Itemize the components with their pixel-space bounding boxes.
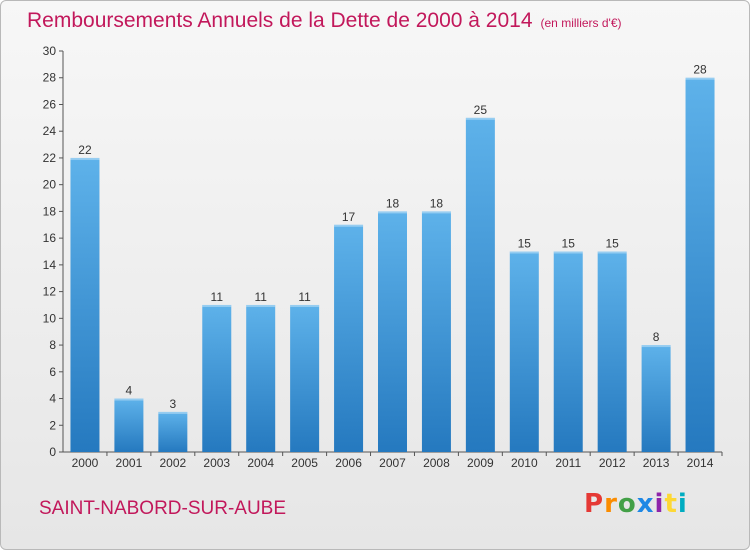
- proxiti-logo: Proxiti: [584, 489, 688, 519]
- bar-2006: [334, 224, 364, 452]
- data-label-2014: 28: [693, 63, 707, 77]
- x-tick-label-2014: 2014: [687, 456, 714, 470]
- y-tick-label: 10: [43, 311, 57, 325]
- bar-2003: [202, 304, 232, 452]
- bar-2014: [685, 77, 715, 452]
- logo-letter: o: [617, 489, 637, 519]
- y-tick-label: 22: [43, 151, 57, 165]
- bar-2011: [553, 251, 583, 452]
- bar-highlight-2012: [597, 251, 627, 254]
- data-label-2009: 25: [474, 103, 488, 117]
- x-tick-label-2005: 2005: [291, 456, 318, 470]
- y-tick-label: 0: [49, 445, 56, 459]
- bar-highlight-2006: [334, 224, 364, 227]
- data-label-2005: 11: [298, 290, 311, 304]
- data-label-2007: 18: [386, 196, 400, 210]
- chart-title-text: Remboursements Annuels de la Dette de 20…: [27, 9, 533, 32]
- data-label-2006: 17: [342, 210, 356, 224]
- y-tick-label: 2: [49, 418, 56, 432]
- bar-2007: [378, 211, 407, 452]
- y-tick-label: 12: [43, 285, 57, 299]
- bar-2005: [290, 304, 320, 452]
- data-label-2011: 15: [562, 237, 576, 251]
- bar-highlight-2009: [465, 117, 495, 120]
- bar-highlight-2003: [202, 304, 232, 307]
- bar-highlight-2004: [246, 304, 276, 307]
- bar-highlight-2007: [378, 211, 407, 214]
- bar-highlight-2000: [70, 157, 100, 160]
- y-tick-label: 28: [43, 71, 57, 85]
- y-tick-label: 24: [43, 124, 57, 138]
- chart-title: Remboursements Annuels de la Dette de 20…: [27, 9, 622, 33]
- y-tick-label: 14: [43, 258, 57, 272]
- y-tick-label: 6: [49, 365, 56, 379]
- x-tick-label-2004: 2004: [247, 456, 274, 470]
- x-tick-label-2012: 2012: [599, 456, 626, 470]
- bar-2008: [421, 211, 451, 452]
- x-tick-label-2008: 2008: [423, 456, 450, 470]
- bar-highlight-2014: [685, 77, 715, 80]
- bar-highlight-2008: [421, 211, 451, 214]
- bar-highlight-2011: [553, 251, 583, 254]
- x-tick-label-2007: 2007: [379, 456, 406, 470]
- x-tick-label-2011: 2011: [555, 456, 581, 470]
- bar-2004: [246, 304, 276, 452]
- bar-highlight-2013: [641, 345, 671, 348]
- data-label-2013: 8: [653, 330, 660, 344]
- data-label-2001: 4: [126, 384, 133, 398]
- bar-highlight-2001: [114, 398, 144, 401]
- bar-2001: [114, 398, 144, 452]
- x-tick-label-2002: 2002: [159, 456, 186, 470]
- x-tick-label-2006: 2006: [335, 456, 362, 470]
- y-tick-label: 18: [43, 204, 57, 218]
- data-label-2004: 11: [254, 290, 267, 304]
- bar-2012: [597, 251, 627, 452]
- commune-name: SAINT-NABORD-SUR-AUBE: [39, 498, 287, 519]
- y-tick-label: 8: [49, 338, 56, 352]
- y-tick-label: 16: [43, 231, 57, 245]
- logo-letter: i: [677, 489, 688, 519]
- data-label-2002: 3: [169, 397, 176, 411]
- data-label-2003: 11: [211, 290, 224, 304]
- logo-letter: t: [664, 489, 678, 519]
- logo-letter: P: [584, 489, 605, 519]
- data-label-2000: 22: [78, 143, 92, 157]
- x-tick-label-2013: 2013: [643, 456, 670, 470]
- bar-2010: [509, 251, 539, 452]
- chart-subtitle: (en milliers d'€): [540, 16, 622, 30]
- bar-2002: [158, 411, 188, 452]
- data-label-2010: 15: [518, 237, 532, 251]
- logo-letter: x: [636, 489, 655, 519]
- x-tick-label-2010: 2010: [511, 456, 538, 470]
- logo-letter: i: [654, 489, 665, 519]
- x-tick-label-2003: 2003: [203, 456, 230, 470]
- y-tick-label: 26: [43, 97, 57, 111]
- x-tick-label-2009: 2009: [467, 456, 494, 470]
- x-tick-label-2000: 2000: [72, 456, 99, 470]
- data-label-2008: 18: [430, 196, 444, 210]
- bar-2000: [70, 157, 100, 452]
- y-tick-label: 20: [43, 178, 57, 192]
- bar-highlight-2005: [290, 304, 320, 307]
- bar-2009: [465, 117, 495, 452]
- bar-highlight-2002: [158, 411, 188, 414]
- chart-bars: 22 4 3 11 11 11 17 18 18 25 15 15 15 8 28: [70, 63, 715, 452]
- x-tick-label-2001: 2001: [116, 456, 143, 470]
- bar-2013: [641, 345, 671, 452]
- y-tick-label: 4: [49, 392, 56, 406]
- bar-highlight-2010: [509, 251, 539, 254]
- data-label-2012: 15: [605, 237, 619, 251]
- logo-letter: r: [604, 489, 618, 519]
- y-tick-label: 30: [43, 44, 57, 58]
